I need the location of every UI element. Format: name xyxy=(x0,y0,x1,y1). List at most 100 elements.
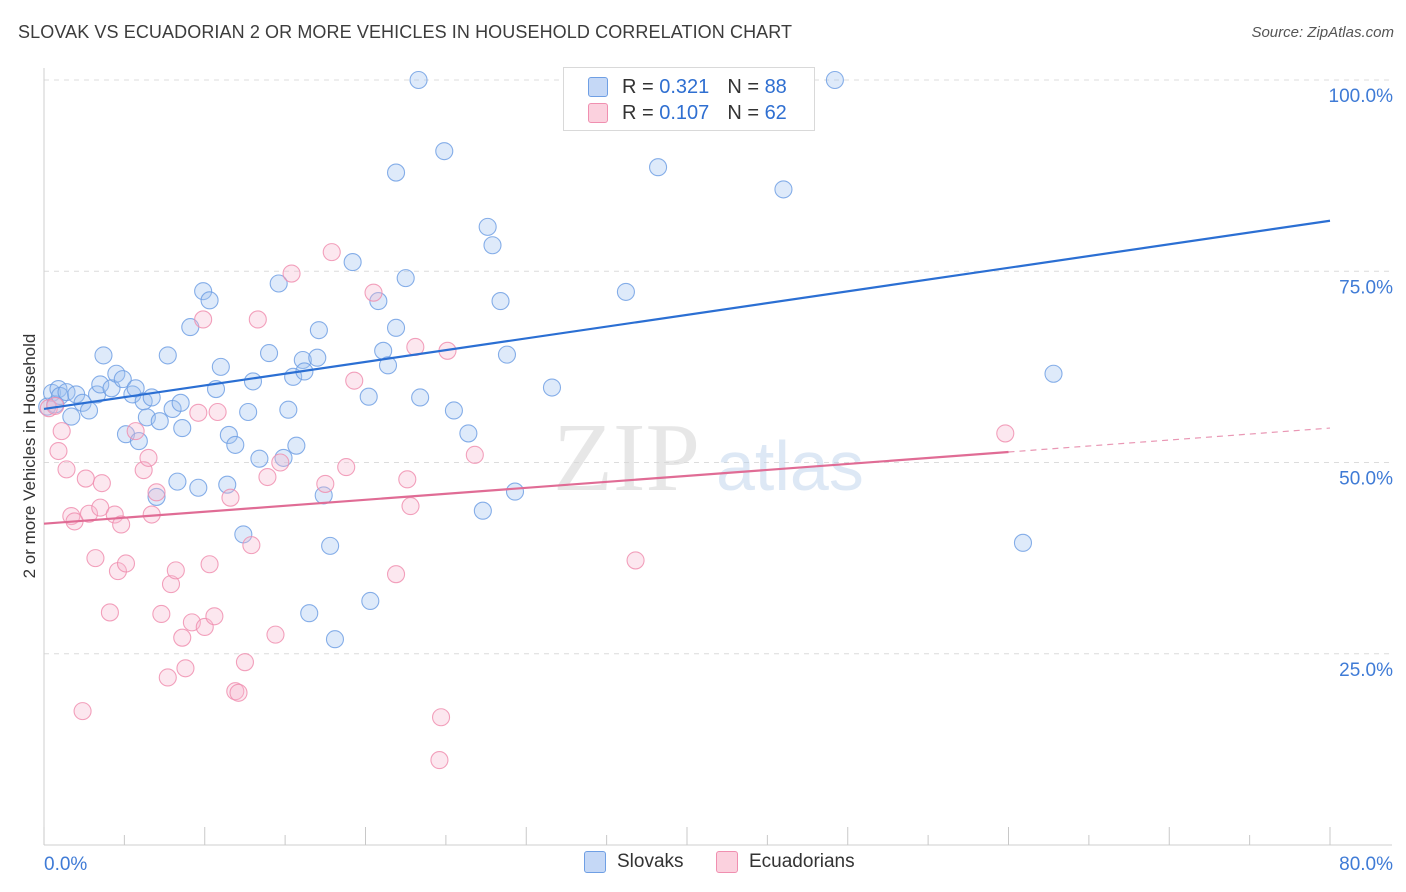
point-slovaks xyxy=(825,70,844,90)
point-ecuadorians xyxy=(91,498,110,517)
point-slovaks xyxy=(113,370,132,389)
source-label: Source: ZipAtlas.com xyxy=(1251,24,1394,41)
point-slovaks xyxy=(94,346,113,365)
point-ecuadorians xyxy=(205,607,224,626)
point-slovaks xyxy=(459,424,478,443)
legend-r-value: 0.107 xyxy=(659,101,710,124)
point-ecuadorians xyxy=(432,708,451,727)
legend-n-label: N = xyxy=(727,75,759,98)
point-slovaks xyxy=(444,401,463,420)
point-slovaks xyxy=(649,158,668,177)
point-ecuadorians xyxy=(189,403,208,422)
point-ecuadorians xyxy=(161,575,181,594)
legend-n-label: N = xyxy=(727,101,759,124)
point-ecuadorians xyxy=(266,625,285,644)
legend-label-ecuadorians: Ecuadorians xyxy=(749,851,855,872)
point-ecuadorians xyxy=(100,603,119,622)
point-slovaks xyxy=(158,346,177,365)
point-slovaks xyxy=(171,393,190,412)
point-slovaks xyxy=(300,604,319,623)
y-tick-label: 75.0% xyxy=(1339,277,1393,298)
point-ecuadorians xyxy=(345,371,364,390)
point-slovaks xyxy=(361,591,380,611)
point-ecuadorians xyxy=(229,683,248,702)
point-slovaks xyxy=(250,449,269,468)
point-ecuadorians xyxy=(242,536,261,555)
point-ecuadorians xyxy=(208,402,227,422)
point-slovaks xyxy=(211,357,230,376)
legend-r-label: R = xyxy=(622,75,654,98)
point-ecuadorians xyxy=(194,310,213,329)
point-ecuadorians xyxy=(139,448,158,467)
point-slovaks xyxy=(343,253,362,272)
legend-row-ecuadorians: R = 0.107 N = 62 xyxy=(588,100,787,126)
point-slovaks xyxy=(173,419,192,438)
point-slovaks xyxy=(386,318,406,337)
trend-line-slovaks xyxy=(43,219,1331,411)
point-ecuadorians xyxy=(430,751,449,770)
point-ecuadorians xyxy=(226,682,245,701)
point-slovaks xyxy=(497,345,517,364)
point-ecuadorians xyxy=(86,549,105,568)
point-ecuadorians xyxy=(316,474,335,493)
point-ecuadorians xyxy=(76,469,95,488)
grid-lines xyxy=(44,79,1392,655)
axes xyxy=(43,68,1392,846)
point-ecuadorians xyxy=(147,483,166,502)
point-slovaks xyxy=(325,630,345,649)
point-slovaks xyxy=(91,375,110,394)
legend-item-slovaks[interactable]: Slovaks xyxy=(584,851,684,873)
point-ecuadorians xyxy=(996,424,1015,443)
point-ecuadorians xyxy=(52,422,71,441)
trend-lines xyxy=(43,219,1331,525)
point-slovaks xyxy=(293,350,312,370)
legend-label-slovaks: Slovaks xyxy=(617,851,684,872)
trend-line-ecuadorians-extension xyxy=(1008,427,1331,453)
point-slovaks xyxy=(386,163,406,182)
legend-swatch-ecuadorians xyxy=(716,851,738,873)
point-slovaks xyxy=(219,425,238,445)
point-slovaks xyxy=(435,142,454,161)
point-slovaks xyxy=(505,482,525,501)
point-slovaks xyxy=(226,435,245,454)
point-slovaks xyxy=(473,501,492,520)
point-slovaks xyxy=(542,378,562,397)
point-ecuadorians xyxy=(248,310,267,329)
point-slovaks xyxy=(126,379,145,398)
point-ecuadorians xyxy=(386,565,406,584)
point-ecuadorians xyxy=(221,488,240,507)
point-slovaks xyxy=(478,217,497,236)
point-slovaks xyxy=(1013,533,1033,552)
point-ecuadorians xyxy=(73,702,92,721)
trend-line-ecuadorians xyxy=(43,450,1009,525)
point-ecuadorians xyxy=(79,504,99,523)
point-ecuadorians xyxy=(398,470,417,489)
point-ecuadorians xyxy=(626,551,645,570)
y-axis-label: 2 or more Vehicles in Household xyxy=(20,333,39,579)
correlation-legend: R = 0.321 N = 88 R = 0.107 N = 62 xyxy=(563,67,815,131)
point-slovaks xyxy=(62,407,81,426)
point-ecuadorians xyxy=(92,474,111,493)
point-slovaks xyxy=(259,344,279,363)
point-slovaks xyxy=(129,432,148,451)
point-ecuadorians xyxy=(152,604,171,624)
x-tick-label: 80.0% xyxy=(1339,854,1393,875)
point-slovaks xyxy=(411,388,430,407)
x-tick-label: 0.0% xyxy=(44,854,87,875)
point-ecuadorians xyxy=(322,243,341,262)
legend-item-ecuadorians[interactable]: Ecuadorians xyxy=(716,851,855,873)
legend-swatch-ecuadorians xyxy=(588,103,608,123)
point-ecuadorians xyxy=(126,422,145,441)
point-ecuadorians xyxy=(166,561,185,580)
legend-swatch-slovaks xyxy=(588,77,608,97)
legend-r-label: R = xyxy=(622,101,654,124)
legend-r-value: 0.321 xyxy=(659,75,710,98)
point-ecuadorians xyxy=(235,653,254,672)
point-slovaks xyxy=(269,274,288,293)
data-points xyxy=(38,70,1063,770)
point-slovaks xyxy=(491,292,510,311)
point-ecuadorians xyxy=(116,554,136,573)
point-slovaks xyxy=(150,412,169,431)
point-ecuadorians xyxy=(173,628,192,647)
